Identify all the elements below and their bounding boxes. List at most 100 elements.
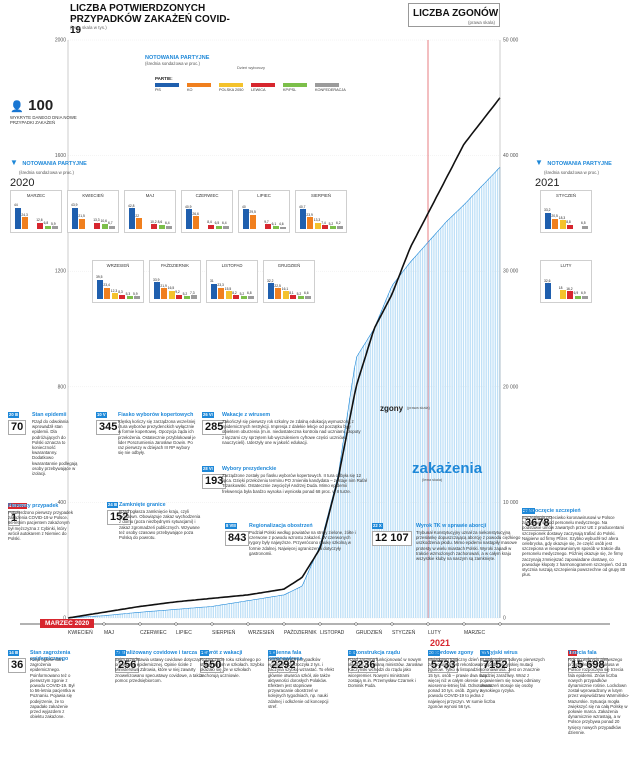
poll-bar	[240, 296, 247, 299]
poll-value: 21,5	[78, 214, 85, 218]
poll-bar	[268, 283, 274, 299]
poll-month: KWIECIEŃ	[82, 193, 104, 198]
cases-bar	[305, 575, 308, 618]
cases-bar	[355, 356, 358, 618]
poll-value: 6,5	[581, 221, 586, 226]
poll-month: GRUDZIEŃ	[277, 263, 301, 268]
poll-month: LISTOPAD	[221, 263, 243, 268]
cases-bar	[383, 304, 385, 618]
timeline-dot	[246, 622, 250, 626]
cases-bar	[346, 412, 349, 618]
cases-bar	[476, 190, 478, 618]
cases-bar	[246, 600, 249, 618]
cases-bar	[465, 202, 467, 618]
cases-bar	[105, 615, 108, 618]
cases-bar	[405, 266, 408, 618]
cases-bar	[340, 457, 342, 618]
cases-bar	[471, 195, 474, 619]
cases-bar	[433, 235, 435, 618]
event-date: 10 V	[96, 412, 107, 418]
polls-2020-title: NOTOWANIA PARTYJNE	[22, 161, 87, 167]
poll-value: 42,8	[128, 203, 135, 208]
event-title: Brytyjski wirus	[480, 650, 518, 656]
left-tick-label: 1600	[55, 153, 66, 159]
left-tick-label: 0	[63, 616, 66, 622]
cases-bar	[208, 606, 210, 618]
cases-bar	[380, 310, 383, 618]
poll-bar	[250, 214, 257, 229]
polls-legend-title: NOTOWANIA PARTYJNE	[145, 55, 210, 61]
month-label: KWIECIEŃ	[68, 630, 93, 636]
month-label: PAŹDZIERNIK	[284, 630, 317, 636]
event-text: Wyjątkowo tragiczny dzień zachorowań jes…	[428, 657, 496, 709]
cases-bar	[226, 604, 228, 618]
cases-bar	[185, 608, 187, 618]
poll-value: 5,2	[296, 291, 302, 296]
cases-bar	[96, 616, 99, 618]
cases-bar	[224, 604, 226, 618]
poll-value: 5,9	[51, 221, 56, 226]
cases-bar	[419, 250, 421, 618]
cases-bar	[189, 608, 192, 618]
poll-value: 8,4	[207, 220, 212, 225]
polls-2021-year: 2021	[535, 177, 560, 189]
month-label: LISTOPAD	[320, 630, 345, 636]
poll-value: 6,1	[271, 221, 277, 226]
poll-bar	[168, 290, 175, 299]
poll-value: 16,1	[281, 286, 289, 291]
cases-bar	[374, 326, 376, 618]
event-title: Wyrok TK w sprawie aborcji	[416, 523, 487, 529]
poll-bar	[290, 295, 297, 299]
cases-bar	[478, 188, 481, 619]
cases-bar	[449, 218, 451, 619]
deaths-series-label: zgony	[380, 404, 404, 413]
event-text: Potwierdzono pierwszy przypadek zakażeni…	[8, 510, 73, 542]
event-date: 16 II	[480, 650, 491, 656]
month-label: CZERWIEC	[140, 630, 167, 636]
event-title: Jesienna fala koronawirusa	[268, 650, 303, 662]
poll-bar	[314, 222, 321, 229]
cases-bar	[290, 591, 292, 618]
poll-value: 4,6	[279, 222, 284, 227]
legend-hundred: 👤 100 WYKRYTE DANEGO DNIA NOWE PRZYPADKI…	[10, 97, 78, 125]
cases-bar	[474, 193, 476, 618]
poll-value: 33,9	[153, 277, 160, 282]
cases-bar	[230, 603, 233, 618]
cases-bar	[344, 427, 346, 618]
legend-parties: NOTOWANIA PARTYJNE (średnia sondażowa w …	[145, 55, 346, 100]
cases-bar	[328, 509, 330, 618]
timeline-dot	[102, 622, 106, 626]
month-label: MARZEC	[464, 630, 486, 636]
cases-bar	[430, 238, 433, 618]
poll-bar	[193, 216, 200, 229]
cases-series-note: (lewa skala)	[422, 478, 443, 482]
timeline-dot	[354, 622, 358, 626]
event-title: Zamknięte granice	[119, 502, 166, 508]
poll-value: 5,2	[182, 291, 188, 296]
month-label: STYCZEŃ	[392, 630, 416, 636]
event-title: Sparaliżowany covidowe i tarcza	[115, 650, 198, 656]
poll-bar	[186, 209, 192, 229]
event-date: 8 VIII	[225, 523, 237, 529]
event-count: 843	[225, 531, 250, 546]
cases-bar	[337, 472, 340, 618]
poll-bar	[559, 220, 566, 229]
poll-value: 39,5	[96, 275, 103, 280]
poll-panel: CZERWIEC 40,9 26,6 8,4 6,5 6,4	[181, 190, 233, 233]
cases-bar	[401, 272, 403, 618]
poll-bar	[300, 209, 306, 229]
cases-bar	[394, 281, 396, 618]
cases-bar	[312, 560, 315, 618]
cases-bar	[412, 258, 415, 618]
poll-bar	[559, 290, 566, 299]
cases-bar	[287, 592, 290, 618]
poll-bar	[552, 218, 559, 229]
cases-bar	[121, 613, 124, 618]
poll-value: 43,9	[71, 203, 78, 208]
cases-bar	[426, 243, 428, 618]
event-title: Trzecia fala	[568, 650, 597, 656]
cases-bar	[385, 299, 387, 618]
month-label: LIPIEC	[176, 630, 192, 636]
cases-bar	[205, 606, 208, 618]
